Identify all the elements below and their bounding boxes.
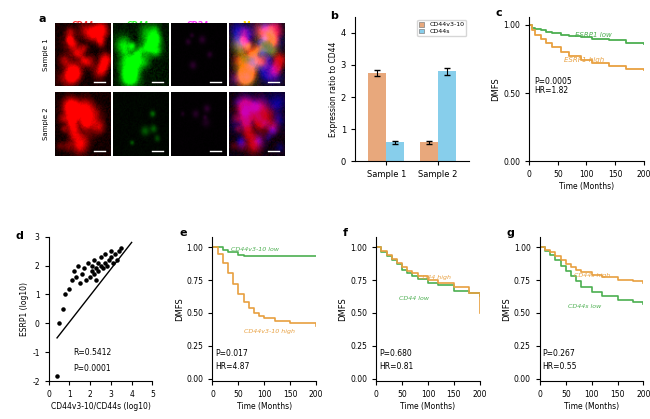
Y-axis label: DMFS: DMFS [502,297,511,321]
Point [99,251,110,257]
Point [73,262,83,269]
X-axis label: Time (Months): Time (Months) [400,402,456,411]
Text: CD44: CD44 [72,21,94,30]
Point [106,253,116,260]
Text: P=0.680: P=0.680 [379,349,411,358]
Text: P=0.017: P=0.017 [215,349,248,358]
Point [66,277,77,283]
Y-axis label: DMFS: DMFS [175,297,184,321]
X-axis label: CD44v3-10/CD44s (log10): CD44v3-10/CD44s (log10) [51,402,151,411]
Text: R=0.5412: R=0.5412 [73,348,112,357]
Y-axis label: ESRP1 (log10): ESRP1 (log10) [20,282,29,336]
Point [103,256,114,263]
Y-axis label: DMFS: DMFS [491,77,500,101]
Point [75,279,85,286]
Text: a: a [39,14,46,24]
Text: CD44 high: CD44 high [417,275,450,280]
Point [110,251,120,257]
Text: b: b [330,11,338,21]
X-axis label: Time (Months): Time (Months) [564,402,619,411]
X-axis label: Time (Months): Time (Months) [237,402,292,411]
Point [112,256,122,263]
Point [60,291,71,298]
Legend: CD44v3-10, CD44s: CD44v3-10, CD44s [417,20,466,36]
Text: CD24: CD24 [187,21,209,30]
Point [91,277,101,283]
Text: CD44s low: CD44s low [568,304,602,309]
Bar [420,142,438,161]
Point [85,274,96,280]
Point [87,262,98,269]
Text: HR=1.82: HR=1.82 [534,86,568,95]
Text: d: d [16,231,23,241]
Point [98,265,108,272]
Point [101,262,112,269]
Y-axis label: DMFS: DMFS [339,297,347,321]
Text: e: e [179,228,187,238]
Text: HR=4.87: HR=4.87 [215,362,250,372]
Point [64,285,75,292]
Point [96,262,106,269]
Point [114,248,124,254]
Point [89,271,99,278]
Point [87,268,98,275]
Point [52,372,62,379]
Text: ESRP1 high: ESRP1 high [564,57,604,63]
Point [68,268,79,275]
Y-axis label: Expression ratio to CD44: Expression ratio to CD44 [329,41,338,137]
Point [116,245,127,251]
Text: f: f [343,228,348,238]
Point [58,305,68,312]
Point [106,248,116,254]
Point [70,274,81,280]
Point [108,259,118,266]
Text: ESRP1 low: ESRP1 low [575,32,612,38]
Point [77,271,87,278]
Point [91,265,101,272]
Text: Sample 2: Sample 2 [44,108,49,140]
Point [94,268,104,275]
Text: P=0.0001: P=0.0001 [73,364,111,373]
Text: g: g [507,228,515,238]
Point [94,259,104,266]
Bar [368,73,386,161]
Text: P=0.0005: P=0.0005 [534,77,572,85]
Text: CD44s high: CD44s high [573,274,610,278]
Text: P=0.267: P=0.267 [543,349,575,358]
Text: CD44v: CD44v [127,21,154,30]
Text: HR=0.81: HR=0.81 [379,362,413,372]
Text: CD44 low: CD44 low [400,296,430,301]
Text: c: c [495,8,502,18]
Text: Merge: Merge [242,21,270,30]
Point [83,259,94,266]
Text: CD44v3-10 low: CD44v3-10 low [231,247,279,252]
X-axis label: Time (Months): Time (Months) [559,182,614,191]
Point [96,253,106,260]
Point [81,277,91,283]
Text: HR=0.55: HR=0.55 [543,362,577,372]
Point [54,320,64,327]
Text: Sample 1: Sample 1 [44,38,49,71]
Text: CD44v3-10 high: CD44v3-10 high [244,328,294,334]
Point [79,265,89,272]
Point [99,259,110,266]
Bar [386,142,404,161]
Bar [438,71,456,161]
Point [89,256,99,263]
